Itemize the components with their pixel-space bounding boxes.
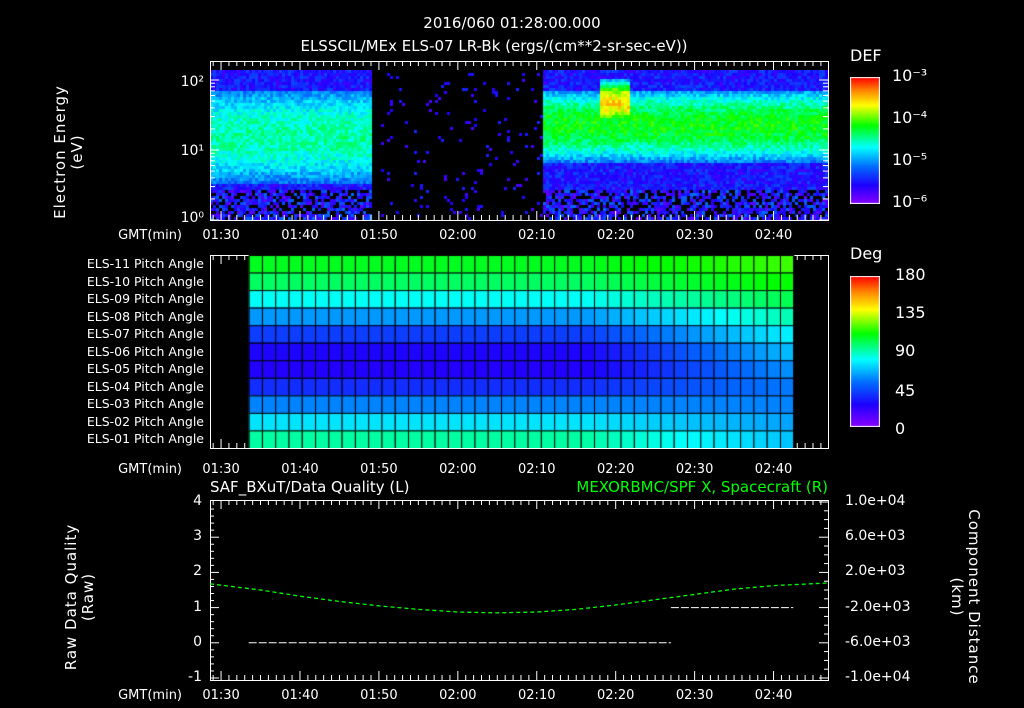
time-tick-label: 02:40 (754, 228, 793, 243)
time-tick-label: 02:20 (596, 688, 635, 703)
time-tick-label: 02:00 (439, 462, 477, 477)
time-tick-label: 01:30 (202, 462, 240, 477)
pitch-angle-row-label: ELS-04 Pitch Angle (86, 378, 204, 394)
spectrogram-image (210, 70, 828, 220)
time-tick-label: 01:30 (202, 228, 240, 243)
quality-tick-label: 4 (193, 493, 202, 509)
quality-title: SAF_BXuT/Data Quality (L) (210, 478, 410, 496)
distance-tick-label: 1.0e+04 (845, 493, 906, 509)
energy-tick-10: 10¹ (180, 143, 204, 159)
time-tick-label: 02:00 (439, 228, 477, 243)
spacecraft-x-line (209, 582, 829, 614)
quality-tick-label: 2 (193, 563, 202, 580)
time-axis-label: GMT(min) (118, 462, 182, 477)
plot-title: ELSSCIL/MEx ELS-07 LR-Bk (ergs/(cm**2-sr… (300, 37, 688, 55)
distance-axis-label: Component Distance (km) (948, 509, 983, 685)
pitch-angle-row-label: ELS-05 Pitch Angle (86, 361, 204, 377)
time-tick-label: 02:20 (596, 228, 635, 243)
time-tick-label: 02:30 (675, 688, 714, 703)
energy-axis-label: Electron Energy (eV) (51, 85, 86, 219)
time-tick-label: 01:30 (202, 688, 240, 703)
time-tick-label: 02:30 (675, 462, 714, 477)
def-tick: 10⁻⁵ (892, 150, 928, 169)
time-tick-label: 02:10 (518, 462, 556, 477)
def-tick: 10⁻⁶ (892, 192, 928, 211)
pitch-angle-row-label: ELS-02 Pitch Angle (86, 413, 204, 429)
quality-tick-label: 1 (193, 598, 202, 615)
def-colorbar (850, 77, 880, 204)
deg-tick: 45 (895, 381, 916, 400)
time-axis-label: GMT(min) (118, 688, 182, 703)
time-tick-label: 02:20 (596, 462, 635, 477)
def-tick: 10⁻³ (892, 66, 928, 85)
time-tick-label: 02:40 (754, 462, 793, 477)
time-tick-label: 01:40 (281, 462, 319, 477)
deg-colorbar (850, 276, 880, 427)
deg-colorbar-label: Deg (850, 244, 883, 263)
distance-tick-label: 6.0e+03 (845, 528, 906, 545)
plot-frame (210, 500, 829, 681)
time-tick-label: 02:00 (439, 688, 477, 703)
pitch-angle-row-label: ELS-01 Pitch Angle (86, 431, 204, 447)
time-tick-label: 02:40 (754, 688, 793, 703)
pitch-angle-row-label: ELS-11 Pitch Angle (86, 256, 204, 271)
distance-tick-label: 2.0e+03 (845, 563, 906, 580)
distance-tick-label: -2.0e+03 (845, 598, 911, 615)
plot-datetime: 2016/060 01:28:00.000 (423, 14, 601, 32)
pitch-angle-row-label: ELS-10 Pitch Angle (86, 273, 204, 289)
quality-tick-label: 0 (193, 633, 202, 650)
time-tick-label: 01:40 (281, 228, 319, 243)
time-tick-label: 02:10 (518, 688, 556, 703)
pitch-angle-row-label: ELS-07 Pitch Angle (86, 326, 204, 342)
time-tick-label: 01:50 (360, 688, 398, 703)
spacecraft-title: MEXORBMC/SPF X, Spacecraft (R) (576, 478, 828, 496)
deg-tick: 135 (895, 303, 926, 322)
deg-tick: 90 (895, 341, 916, 360)
time-tick-label: 01:50 (360, 228, 398, 243)
pitch-angle-row-label: ELS-03 Pitch Angle (86, 396, 204, 412)
pitch-angle-row-label: ELS-08 Pitch Angle (86, 308, 204, 324)
quality-tick-label: 3 (193, 528, 202, 545)
distance-tick-label: -6.0e+03 (845, 633, 911, 650)
time-axis-label: GMT(min) (118, 228, 182, 243)
time-tick-label: 02:10 (518, 228, 556, 243)
def-tick: 10⁻⁴ (892, 108, 928, 127)
energy-tick-100: 10² (180, 74, 204, 90)
deg-tick: 180 (895, 265, 926, 284)
time-tick-label: 01:50 (360, 462, 398, 477)
energy-tick-1: 10⁰ (180, 210, 204, 226)
pitch-angle-row-label: ELS-09 Pitch Angle (86, 291, 204, 307)
distance-tick-label: -1.0e+04 (845, 669, 911, 685)
quality-tick-label: -1 (188, 669, 202, 685)
time-tick-label: 02:30 (675, 228, 714, 243)
def-colorbar-label: DEF (850, 46, 882, 65)
pitch-angle-grid (210, 255, 828, 448)
deg-tick: 0 (895, 419, 906, 438)
pitch-angle-row-label: ELS-06 Pitch Angle (86, 343, 204, 359)
quality-axis-label: Raw Data Quality (Raw) (62, 523, 97, 671)
time-tick-label: 01:40 (281, 688, 319, 703)
